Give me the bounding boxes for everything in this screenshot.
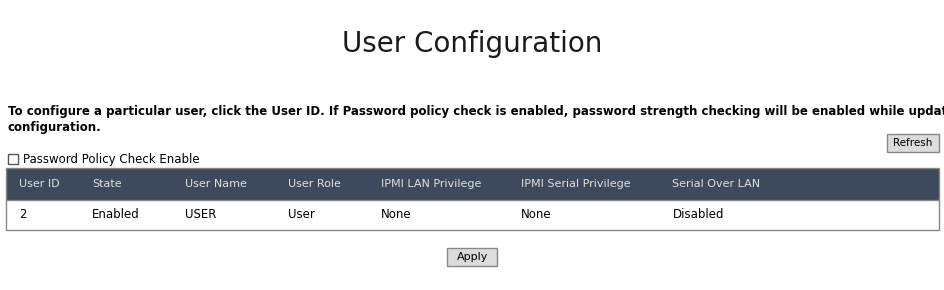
Text: User ID: User ID xyxy=(19,179,59,189)
Text: configuration.: configuration. xyxy=(8,121,102,134)
Text: Password Policy Check Enable: Password Policy Check Enable xyxy=(23,153,199,166)
Bar xyxy=(6,200,938,230)
Bar xyxy=(6,168,938,200)
Text: None: None xyxy=(381,209,412,222)
Text: Refresh: Refresh xyxy=(892,138,932,148)
Text: Disabled: Disabled xyxy=(672,209,723,222)
Text: IPMI LAN Privilege: IPMI LAN Privilege xyxy=(381,179,481,189)
Text: User Role: User Role xyxy=(288,179,341,189)
Text: User Configuration: User Configuration xyxy=(342,30,602,58)
Text: Serial Over LAN: Serial Over LAN xyxy=(672,179,760,189)
Text: IPMI Serial Privilege: IPMI Serial Privilege xyxy=(521,179,631,189)
Text: Enabled: Enabled xyxy=(92,209,140,222)
Bar xyxy=(447,248,497,266)
Bar xyxy=(6,168,938,230)
Text: State: State xyxy=(92,179,122,189)
Text: User: User xyxy=(288,209,314,222)
Text: None: None xyxy=(521,209,551,222)
Text: USER: USER xyxy=(185,209,216,222)
Text: 2: 2 xyxy=(19,209,26,222)
Text: User Name: User Name xyxy=(185,179,247,189)
Text: Apply: Apply xyxy=(456,252,488,262)
Bar xyxy=(8,154,18,164)
Text: To configure a particular user, click the User ID. If Password policy check is e: To configure a particular user, click th… xyxy=(8,105,944,118)
Bar xyxy=(886,134,938,152)
